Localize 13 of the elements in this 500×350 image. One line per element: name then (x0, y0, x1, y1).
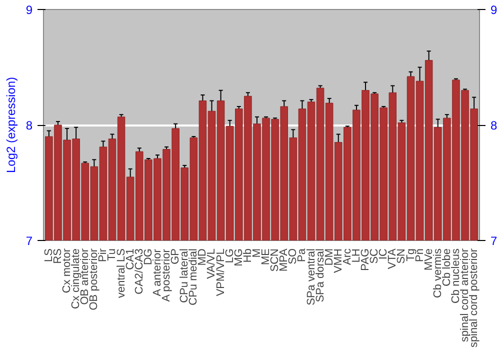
x-tick-label: OB posterior (88, 248, 100, 310)
y-tick-label: 8 (26, 118, 33, 132)
y2-tick-label: 9 (490, 3, 498, 17)
y2-tick-label: 8 (490, 118, 498, 132)
x-tick-label: spinal cord posterior (468, 248, 480, 348)
x-tick-label: A posterior (160, 248, 173, 302)
y-tick-label: 9 (26, 3, 33, 17)
y2-tick-label: 7 (490, 234, 498, 248)
x-tick-label: Pa (296, 248, 308, 262)
x-tick-label: RS (52, 248, 64, 264)
y-axis-title: Log2 (expression) (4, 76, 18, 174)
y-tick-label: 7 (26, 234, 33, 248)
x-tick-label: MVe (422, 248, 435, 271)
